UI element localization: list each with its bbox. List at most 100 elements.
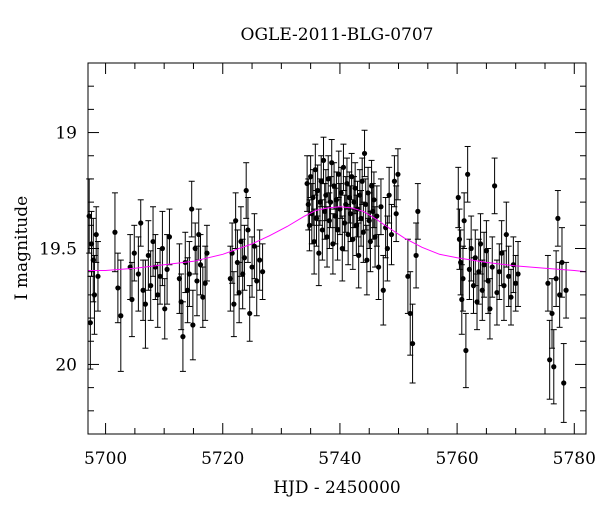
data-point [185,287,191,293]
data-point [549,310,555,317]
data-point [351,199,357,205]
data-point [395,171,401,177]
data-point [317,199,323,205]
data-point [310,194,316,201]
data-point [455,194,461,201]
data-point [86,213,92,219]
data-point [196,231,202,238]
data-point [367,238,373,245]
x-tick-label: 5760 [435,449,478,469]
x-tick-label: 5740 [318,449,361,469]
data-point [334,227,341,233]
data-point [352,185,358,191]
data-point [316,250,322,256]
data-point [138,220,144,226]
data-point [405,273,411,279]
data-point [204,250,210,256]
data-point [391,178,398,184]
data-point [485,278,491,284]
data-point [331,183,337,189]
data-point [479,287,485,293]
data-point [503,231,509,238]
data-point [563,287,569,293]
data-point [337,206,343,212]
data-point [456,236,463,242]
data-point [308,174,314,180]
data-point [476,269,482,275]
chart-title: OGLE-2011-BLG-0707 [241,25,434,45]
data-point [247,310,253,317]
tick-labels-layer: 5700 5720 5740 5760 5780 19 19.5 20 [39,124,596,469]
data-point [345,231,351,238]
data-point [150,238,156,245]
data-point [91,292,98,298]
data-point [353,222,359,228]
data-point [115,285,121,291]
x-tick-label: 5700 [84,449,127,469]
data-point [93,231,99,238]
data-point [148,283,154,289]
data-point [461,218,467,224]
data-point [386,192,392,198]
data-point [231,301,237,307]
data-point [129,296,135,303]
data-point [555,215,561,221]
data-point [322,208,328,214]
data-point [164,266,170,272]
data-point [312,167,318,173]
data-point [162,306,168,312]
data-point [372,234,378,240]
data-point [359,178,365,184]
data-point [470,283,477,289]
data-point [458,259,464,266]
data-point [327,199,334,205]
data-point [465,171,471,177]
data-point [393,211,399,217]
data-point [178,299,184,305]
data-point [496,269,502,275]
data-point [370,208,376,214]
data-point [492,183,498,189]
data-point [87,320,93,326]
data-point [561,380,567,386]
data-point [510,262,516,268]
data-point [508,294,514,300]
data-point [407,310,413,317]
data-point [553,276,559,282]
data-point [459,296,465,303]
data-point [313,215,320,221]
data-point [202,280,208,286]
data-point [483,248,489,254]
data-point [325,176,331,182]
data-point [330,241,336,247]
data-point [374,213,380,219]
data-point [361,150,368,157]
data-point [378,204,384,210]
data-point [190,322,196,328]
data-point [186,271,192,277]
data-point [365,190,371,196]
data-point [551,364,557,370]
data-point [227,276,233,282]
data-point [249,264,255,270]
x-tick-label: 5720 [201,449,244,469]
data-point [474,299,480,305]
data-point [233,218,239,224]
data-point [384,245,390,252]
data-point [329,160,335,166]
y-tick-label: 19.5 [39,240,77,260]
data-point [460,276,466,282]
data-point [112,229,118,235]
data-point [324,234,330,240]
data-point [360,229,366,235]
data-point [192,245,198,252]
data-point [257,257,263,263]
data-point [95,273,101,279]
data-point [350,236,356,242]
data-point [155,292,161,298]
data-point [189,206,195,212]
data-point [320,157,327,163]
data-point [90,257,96,263]
